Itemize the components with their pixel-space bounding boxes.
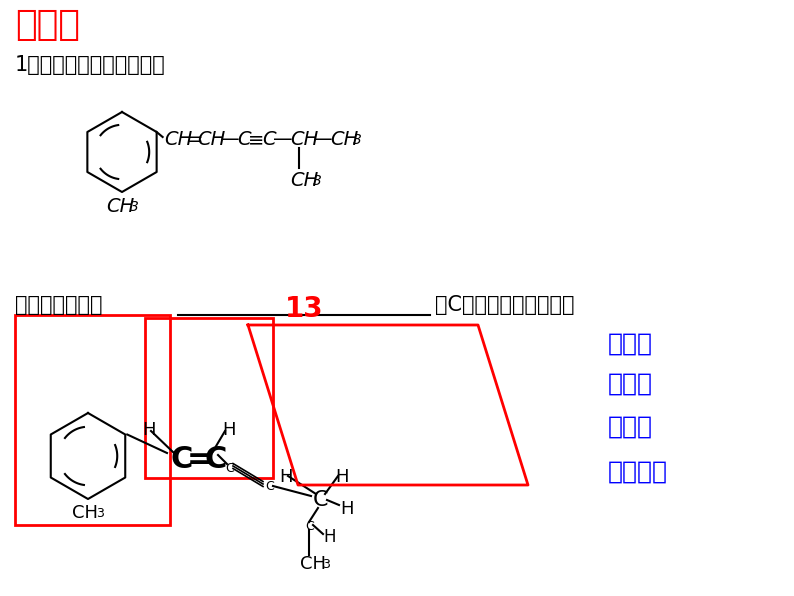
Bar: [15, 315, 170, 525]
Text: 烷烃平面: 烷烃平面: [608, 460, 668, 484]
Text: C: C: [313, 490, 329, 510]
Text: H: H: [323, 528, 336, 546]
Text: 3: 3: [322, 558, 330, 571]
Text: 3: 3: [130, 200, 139, 214]
Text: CH: CH: [72, 504, 98, 522]
Text: CH: CH: [330, 130, 359, 149]
Text: CH: CH: [291, 130, 319, 149]
Text: 3: 3: [313, 174, 322, 188]
Text: C: C: [263, 130, 276, 149]
Text: C: C: [204, 445, 226, 474]
Text: 练一练: 练一练: [15, 8, 80, 42]
Text: 炔直线: 炔直线: [608, 415, 653, 439]
Text: 13: 13: [285, 295, 324, 323]
Text: H: H: [340, 500, 353, 518]
Text: H: H: [335, 468, 349, 486]
Text: H: H: [279, 468, 292, 486]
Text: C: C: [265, 480, 274, 493]
Text: CH: CH: [164, 130, 193, 149]
Text: CH: CH: [106, 197, 134, 216]
Text: CH: CH: [198, 130, 225, 149]
Text: —: —: [220, 130, 239, 149]
Text: =: =: [187, 130, 203, 149]
Text: C: C: [170, 445, 192, 474]
Bar: [145, 318, 273, 478]
Text: 3: 3: [96, 507, 104, 520]
Text: H: H: [222, 421, 236, 439]
Text: ≡: ≡: [248, 130, 264, 149]
Text: —: —: [272, 130, 292, 149]
Text: 1、某有机分子结构如下：: 1、某有机分子结构如下：: [15, 55, 166, 75]
Text: H: H: [142, 421, 156, 439]
Text: 3: 3: [353, 133, 361, 147]
Text: 该分子中最多有: 该分子中最多有: [15, 295, 102, 315]
Text: C: C: [305, 520, 314, 533]
Text: C: C: [225, 462, 233, 475]
Text: 个C原子共处同一平面。: 个C原子共处同一平面。: [435, 295, 575, 315]
Text: CH: CH: [300, 555, 326, 573]
Text: 苯平面: 苯平面: [608, 372, 653, 396]
Text: —: —: [313, 130, 332, 149]
Text: 烯平面: 烯平面: [608, 332, 653, 356]
Text: CH: CH: [291, 171, 319, 190]
Text: =: =: [187, 445, 213, 474]
Text: C: C: [237, 130, 251, 149]
